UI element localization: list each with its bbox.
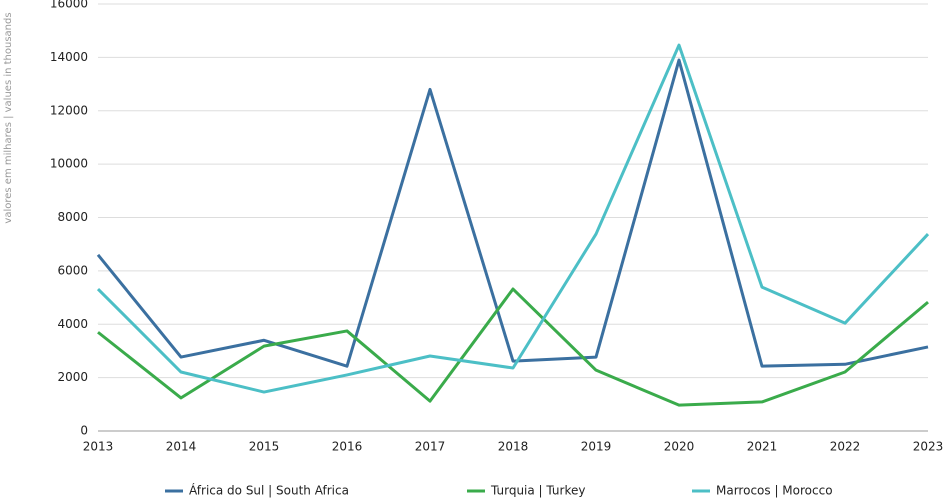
legend-label: África do Sul | South Africa xyxy=(189,483,349,498)
y-tick-label: 2000 xyxy=(57,370,88,384)
x-tick-label: 2019 xyxy=(581,440,612,454)
y-tick-label: 6000 xyxy=(57,263,88,277)
y-tick-label: 16000 xyxy=(50,0,88,11)
y-axis-label: valores em milhares | values in thousand… xyxy=(3,12,14,223)
y-tick-label: 0 xyxy=(80,424,88,438)
x-tick-label: 2017 xyxy=(415,440,446,454)
x-tick-label: 2018 xyxy=(498,440,529,454)
x-tick-label: 2023 xyxy=(913,440,944,454)
y-tick-label: 14000 xyxy=(50,50,88,64)
x-tick-label: 2013 xyxy=(83,440,114,454)
line-series xyxy=(96,43,930,394)
x-tick-label: 2015 xyxy=(249,440,280,454)
x-tick-label: 2021 xyxy=(747,440,778,454)
x-tick-label: 2020 xyxy=(664,440,695,454)
y-tick-label: 4000 xyxy=(57,317,88,331)
line-series xyxy=(97,287,929,407)
line-series xyxy=(96,58,929,368)
x-tick-label: 2014 xyxy=(166,440,197,454)
legend-label: Turquia | Turkey xyxy=(490,484,585,498)
legend-label: Marrocos | Morocco xyxy=(716,484,833,498)
x-tick-label: 2022 xyxy=(830,440,861,454)
y-tick-label: 12000 xyxy=(50,103,88,117)
y-tick-label: 10000 xyxy=(50,157,88,171)
x-tick-label: 2016 xyxy=(332,440,363,454)
y-tick-label: 8000 xyxy=(57,210,88,224)
